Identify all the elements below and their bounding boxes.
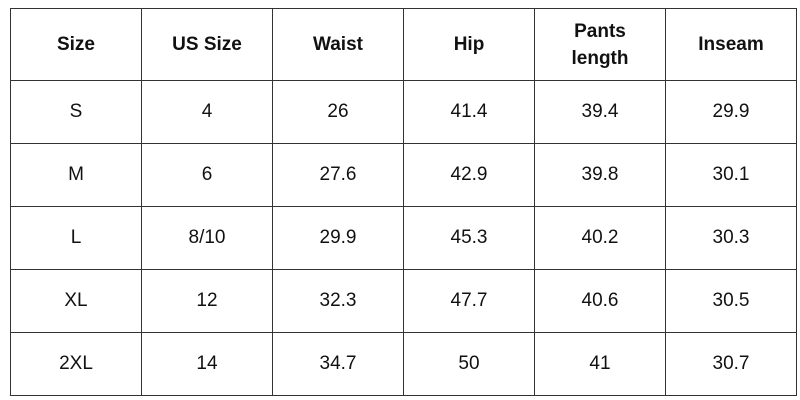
table-cell: 27.6 [272,143,404,207]
table-cell: 8/10 [141,206,273,270]
table-cell: 47.7 [403,269,535,333]
table-cell: 29.9 [272,206,404,270]
table-cell: 4 [141,80,273,144]
header-text: Hip [453,34,485,55]
header-row: Size US Size Waist Hip Pants length Inseam [10,8,797,81]
header-cell: Hip [403,8,535,81]
table-cell: 40.6 [534,269,666,333]
header-text: Waist [313,34,363,55]
table-cell: 39.8 [534,143,666,207]
table-cell: 41.4 [403,80,535,144]
table-cell: 12 [141,269,273,333]
table-cell: 45.3 [403,206,535,270]
header-cell: Size [10,8,142,81]
table-row: 2XL 14 34.7 50 41 30.7 [10,332,797,396]
header-text: Size [56,34,96,55]
header-cell: Waist [272,8,404,81]
table-cell: 30.1 [665,143,797,207]
table-cell: 30.5 [665,269,797,333]
table-cell: L [10,206,142,270]
header-cell: Inseam [665,8,797,81]
table-cell: 40.2 [534,206,666,270]
table-cell: 39.4 [534,80,666,144]
table-cell: 2XL [10,332,142,396]
table-cell: 26 [272,80,404,144]
table-cell: 50 [403,332,535,396]
header-text: Inseam [698,34,764,55]
table-cell: 6 [141,143,273,207]
table-row: S 4 26 41.4 39.4 29.9 [10,80,797,144]
table-cell: 30.7 [665,332,797,396]
table-cell: S [10,80,142,144]
header-cell: US Size [141,8,273,81]
table-body: S 4 26 41.4 39.4 29.9 M 6 27.6 42.9 39.8 30.1 L 8/10 2… [10,80,797,396]
table-row: XL 12 32.3 47.7 40.6 30.5 [10,269,797,333]
header-text: Pants length [571,20,629,69]
table-cell: XL [10,269,142,333]
table-cell: 32.3 [272,269,404,333]
table-cell: 41 [534,332,666,396]
table-cell: 30.3 [665,206,797,270]
header-text: US Size [172,34,242,55]
header-cell: Pants length [534,8,666,81]
table-row: L 8/10 29.9 45.3 40.2 30.3 [10,206,797,270]
table-row: M 6 27.6 42.9 39.8 30.1 [10,143,797,207]
table-cell: 34.7 [272,332,404,396]
table-cell: M [10,143,142,207]
table-cell: 42.9 [403,143,535,207]
table-cell: 29.9 [665,80,797,144]
table-cell: 14 [141,332,273,396]
